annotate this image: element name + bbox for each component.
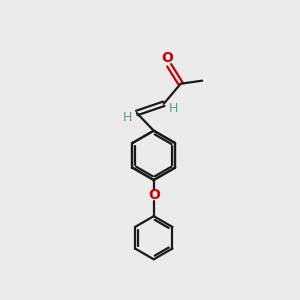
Text: H: H (123, 111, 132, 124)
Text: O: O (148, 188, 160, 203)
Text: O: O (162, 51, 173, 64)
Text: H: H (168, 102, 178, 115)
